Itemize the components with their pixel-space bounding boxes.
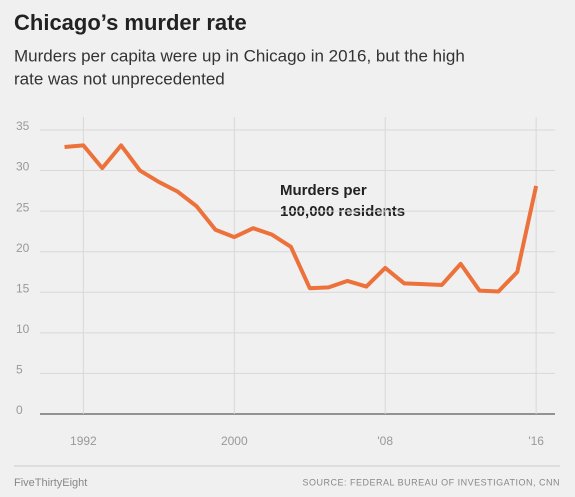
footer-source: SOURCE: FEDERAL BUREAU OF INVESTIGATION,…	[302, 477, 560, 487]
y-tick-label: 10	[16, 322, 30, 336]
x-tick-label: 2000	[221, 434, 248, 448]
subtitle: Murders per capita were up in Chicago in…	[14, 46, 465, 65]
y-tick-label: 20	[16, 241, 30, 255]
x-tick-label: '16	[528, 434, 544, 448]
y-tick-label: 15	[16, 281, 30, 295]
y-tick-label: 5	[16, 363, 23, 377]
y-tick-label: 35	[16, 119, 30, 133]
annotation: Murders per	[280, 182, 367, 199]
footer-brand: FiveThirtyEight	[14, 477, 87, 489]
subtitle: rate was not unprecedented	[14, 69, 225, 88]
chart-title: Chicago’s murder rate	[14, 10, 247, 35]
line	[64, 143, 539, 294]
y-tick-label: 25	[16, 200, 30, 214]
x-tick-label: 1992	[70, 434, 97, 448]
y-tick-label: 0	[16, 403, 23, 417]
y-tick-label: 30	[16, 160, 30, 174]
x-tick-label: '08	[377, 434, 393, 448]
